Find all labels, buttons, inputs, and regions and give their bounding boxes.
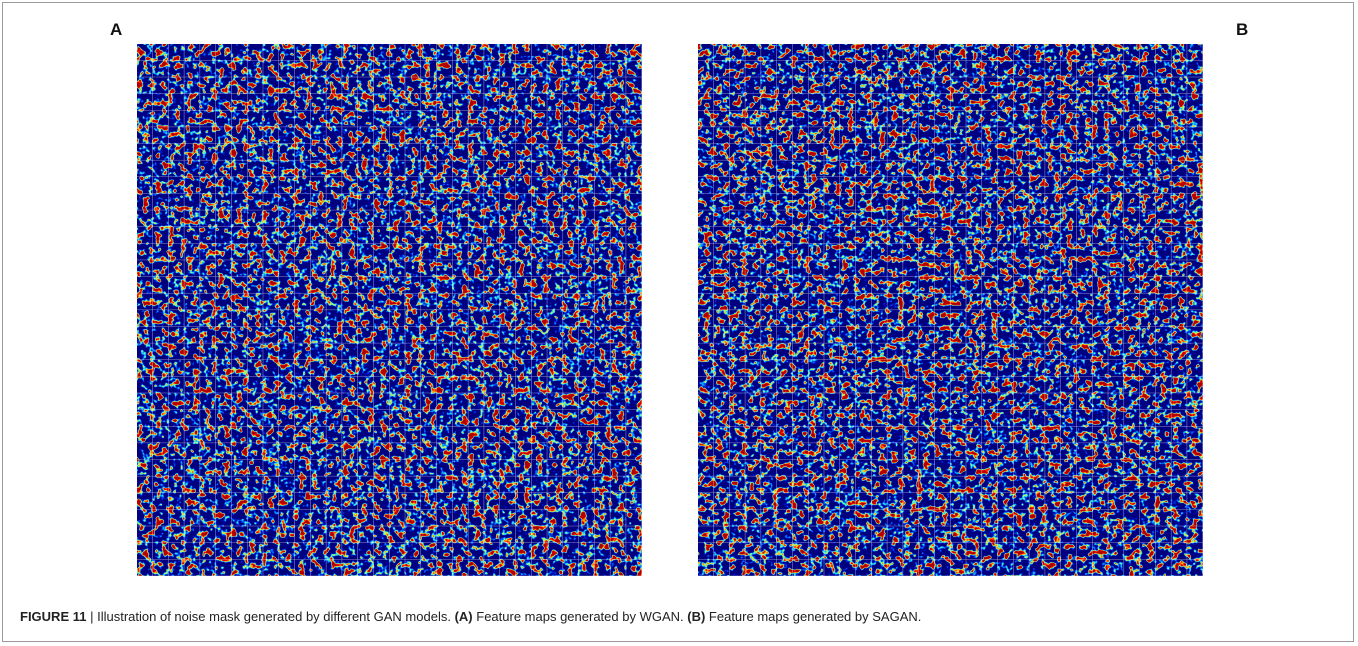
panel-label: B bbox=[1236, 20, 1248, 40]
part-text: Feature maps generated by WGAN. bbox=[476, 609, 683, 624]
feature-map-panel bbox=[698, 44, 1203, 576]
panel-label: A bbox=[110, 20, 122, 40]
part-tag: (A) bbox=[455, 609, 473, 624]
part-text: Feature maps generated by SAGAN. bbox=[709, 609, 921, 624]
separator: | bbox=[90, 609, 93, 624]
figure-label: FIGURE 11 bbox=[20, 609, 86, 624]
caption: FIGURE 11 | Illustration of noise mask g… bbox=[20, 609, 921, 624]
feature-map-panel bbox=[137, 44, 642, 576]
grid bbox=[698, 44, 1203, 576]
page: {"panels": [{"label": "A"}, {"label": "B… bbox=[0, 0, 1358, 646]
caption-text: Illustration of noise mask generated by … bbox=[97, 609, 451, 624]
grid bbox=[137, 44, 642, 576]
part-tag: (B) bbox=[687, 609, 705, 624]
